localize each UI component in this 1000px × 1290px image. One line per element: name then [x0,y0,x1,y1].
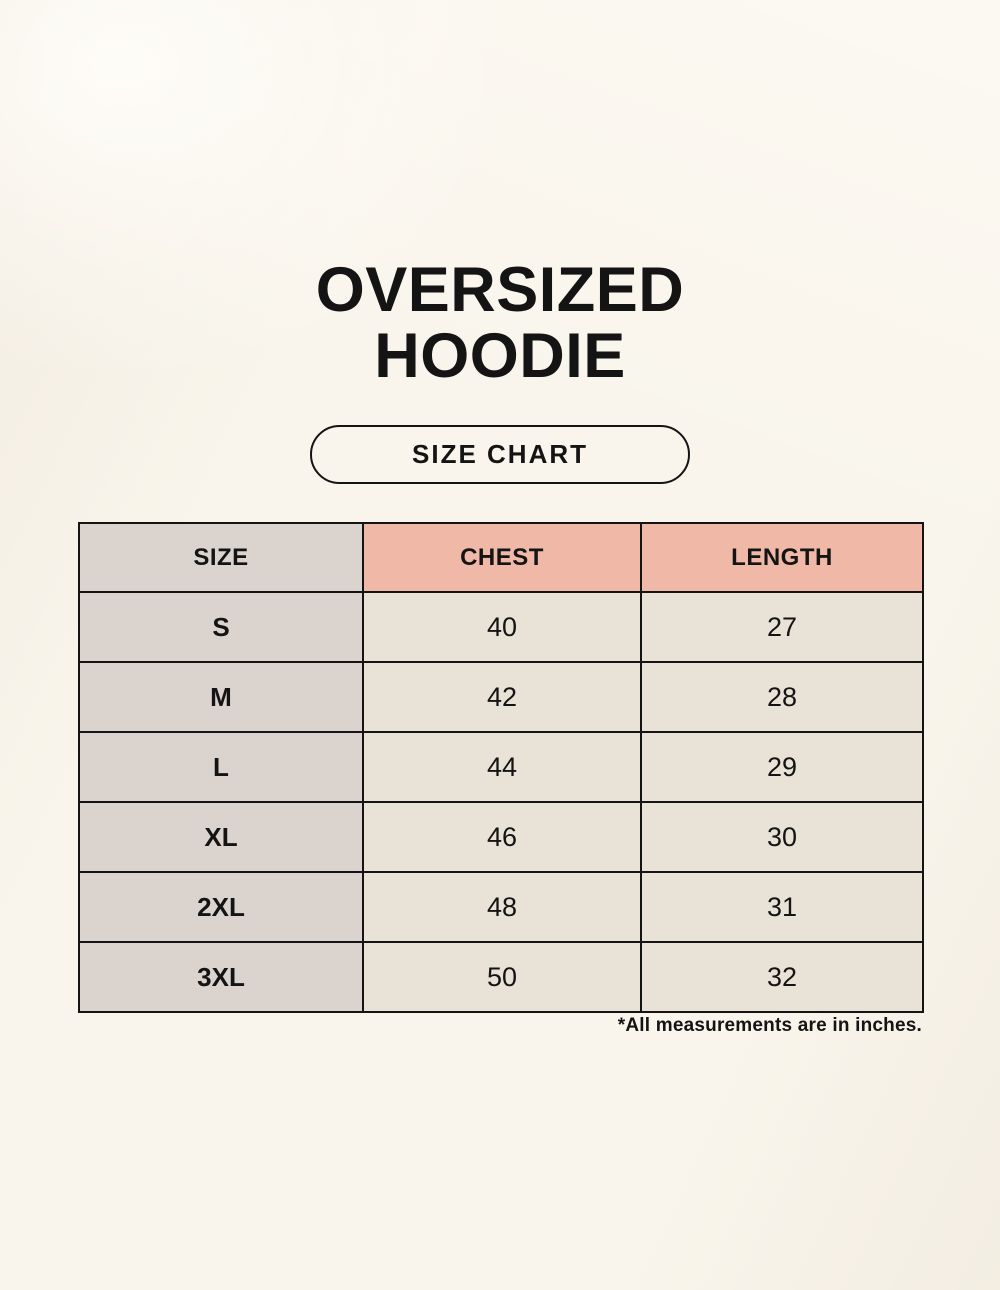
chest-value: 42 [362,661,642,733]
size-label: S [78,591,364,663]
length-value: 27 [640,591,924,663]
chest-value: 40 [362,591,642,663]
chest-value: 44 [362,731,642,803]
size-label: L [78,731,364,803]
table-row-xl: XL 46 30 [78,801,924,873]
chest-value: 48 [362,871,642,943]
chest-value: 46 [362,801,642,873]
table-row-s: S 40 27 [78,591,924,663]
column-header-length: LENGTH [640,522,924,593]
size-label: 2XL [78,871,364,943]
page-title-line-2: HOODIE [374,321,626,391]
length-value: 32 [640,941,924,1013]
table-header-row: SIZE CHEST LENGTH [78,522,924,593]
column-header-size: SIZE [78,522,364,593]
length-value: 30 [640,801,924,873]
chest-value: 50 [362,941,642,1013]
size-label: M [78,661,364,733]
length-value: 29 [640,731,924,803]
table-row-2xl: 2XL 48 31 [78,871,924,943]
page-title: OVERSIZED HOODIE [0,257,1000,389]
length-value: 31 [640,871,924,943]
size-chart-badge: SIZE CHART [310,425,690,484]
table-row-3xl: 3XL 50 32 [78,941,924,1013]
size-chart-badge-label: SIZE CHART [412,439,588,469]
page-title-line-1: OVERSIZED [315,255,685,325]
table-row-m: M 42 28 [78,661,924,733]
size-chart-table: SIZE CHEST LENGTH S 40 27 M 42 28 L 44 2… [78,522,924,1013]
measurements-footnote: *All measurements are in inches. [617,1015,922,1036]
column-header-chest: CHEST [362,522,642,593]
size-label: 3XL [78,941,364,1013]
length-value: 28 [640,661,924,733]
table-row-l: L 44 29 [78,731,924,803]
size-label: XL [78,801,364,873]
